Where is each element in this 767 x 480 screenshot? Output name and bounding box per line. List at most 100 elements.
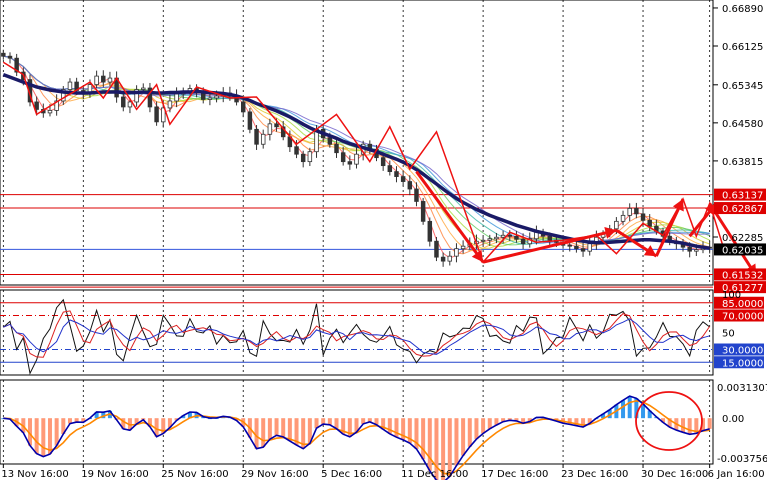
macd-histogram-bar [34, 418, 39, 454]
macd-histogram-bar [67, 418, 72, 424]
candle-body [640, 213, 646, 221]
macd-histogram-bar [427, 418, 432, 471]
price-tag-box [714, 268, 766, 281]
candle-body [340, 152, 346, 163]
macd-panel: 0.0031307 0.00 -0.0037569 [0, 379, 767, 480]
candle-body [254, 128, 259, 145]
candle-body [34, 101, 39, 110]
macd-histogram-bar [681, 418, 686, 433]
macd-histogram-bar [387, 418, 392, 434]
price-tag-label: 0.62035 [722, 245, 763, 256]
macd-tick-label: 0.00 [722, 414, 744, 425]
candle-body [480, 239, 486, 242]
candle-body [454, 248, 459, 257]
macd-histogram-bar [694, 418, 699, 434]
macd-histogram-bar [667, 418, 672, 428]
macd-histogram-bar [394, 418, 399, 438]
candle-body [61, 89, 66, 102]
macd-histogram-bar [54, 418, 59, 446]
trend-arrow-shaft [482, 228, 617, 264]
candle-body [634, 208, 639, 215]
price-tag-box [714, 202, 766, 215]
candle-body [447, 255, 453, 262]
candle-body [54, 100, 59, 111]
macd-histogram-bar [494, 418, 499, 426]
candle-body [547, 235, 552, 241]
candle-body [240, 101, 246, 113]
macd-histogram-bar [367, 418, 372, 422]
macd-histogram-bar [521, 418, 526, 424]
macd-histogram-bar [567, 418, 572, 425]
candle-body [387, 165, 393, 172]
candle-body [354, 153, 359, 165]
macd-histogram-bar [41, 418, 46, 457]
macd-histogram-bar [507, 418, 512, 421]
price-panel: 0.66890 0.66125 0.65345 0.64580 0.63815 0.622… [0, 0, 766, 294]
oscillator-level-tag: 70.0000 [722, 312, 763, 323]
time-tick-label: 11 Dec 16:00 [401, 469, 468, 480]
macd-histogram-bar [574, 418, 579, 426]
candle-body [347, 161, 353, 165]
price-levels [0, 194, 713, 288]
macd-histogram-bar [487, 418, 492, 429]
candle-body [574, 245, 579, 250]
candle-body [67, 81, 73, 90]
candle-body [514, 235, 519, 240]
macd-histogram-bar [581, 418, 586, 427]
macd-histogram-bar [467, 418, 472, 447]
macd-histogram-bar [414, 418, 419, 450]
macd-histogram-bar [314, 418, 319, 429]
candle-body [427, 220, 433, 242]
macd-histogram-bar [527, 418, 532, 422]
trend-arrows [415, 170, 758, 277]
macd-histogram-bar [27, 418, 32, 446]
macd-histogram-bar [601, 413, 606, 419]
candle-body [494, 236, 499, 240]
price-axis: 0.66890 0.66125 0.65345 0.64580 0.63815 0.622… [713, 4, 766, 294]
candle-body [694, 249, 699, 252]
candle-body [587, 243, 592, 252]
candle-body [327, 137, 333, 145]
time-axis: 13 Nov 16:00 19 Nov 16:00 25 Nov 16:00 29 N… [1, 464, 765, 480]
macd-histogram-bar [154, 418, 159, 437]
time-tick-label: 25 Nov 16:00 [161, 469, 228, 480]
time-tick-label: 5 Dec 16:00 [321, 469, 382, 480]
price-tag-label: 0.61532 [722, 270, 763, 281]
candle-body [394, 171, 399, 177]
price-tag-box [714, 188, 766, 201]
macd-histogram-bar [101, 412, 106, 419]
oscillator-level-tag: 30.0000 [722, 346, 763, 357]
time-tick-label: 6 Jan 16:00 [708, 469, 765, 480]
candle-body [400, 176, 406, 182]
price-tick-label: 0.66125 [722, 42, 763, 53]
macd-histogram-bar [167, 418, 172, 428]
macd-tick-label: 0.0031307 [717, 383, 767, 394]
trend-arrow-head [672, 199, 684, 212]
candle-body [121, 96, 126, 108]
macd-histogram-bar [81, 418, 86, 423]
oscillator-level-tag: 15.0000 [722, 358, 763, 369]
macd-histogram-bar [434, 418, 439, 480]
macd-histogram-bar [621, 400, 626, 419]
macd-histogram-bar [187, 411, 192, 419]
macd-histogram-bar [514, 418, 519, 421]
macd-histogram-bar [321, 418, 326, 425]
candle-body [507, 234, 512, 237]
price-tag-label: 0.63137 [722, 191, 763, 202]
candle-body [487, 238, 493, 241]
macd-histogram-bar [421, 418, 426, 460]
macd-histogram-bar [401, 418, 406, 440]
candle-body [414, 188, 419, 202]
candle-body [627, 208, 632, 216]
trend-arrow-shaft [415, 170, 485, 264]
macd-histogram-bar [701, 418, 706, 431]
price-tick-label: 0.65345 [722, 81, 763, 92]
price-tag-label: 0.61277 [722, 283, 763, 294]
candle-body [460, 245, 466, 250]
candle-body [107, 77, 113, 83]
macd-histogram-bar [407, 418, 412, 444]
price-tick-label: 0.62285 [722, 233, 763, 244]
moving-average-line [2, 72, 710, 250]
